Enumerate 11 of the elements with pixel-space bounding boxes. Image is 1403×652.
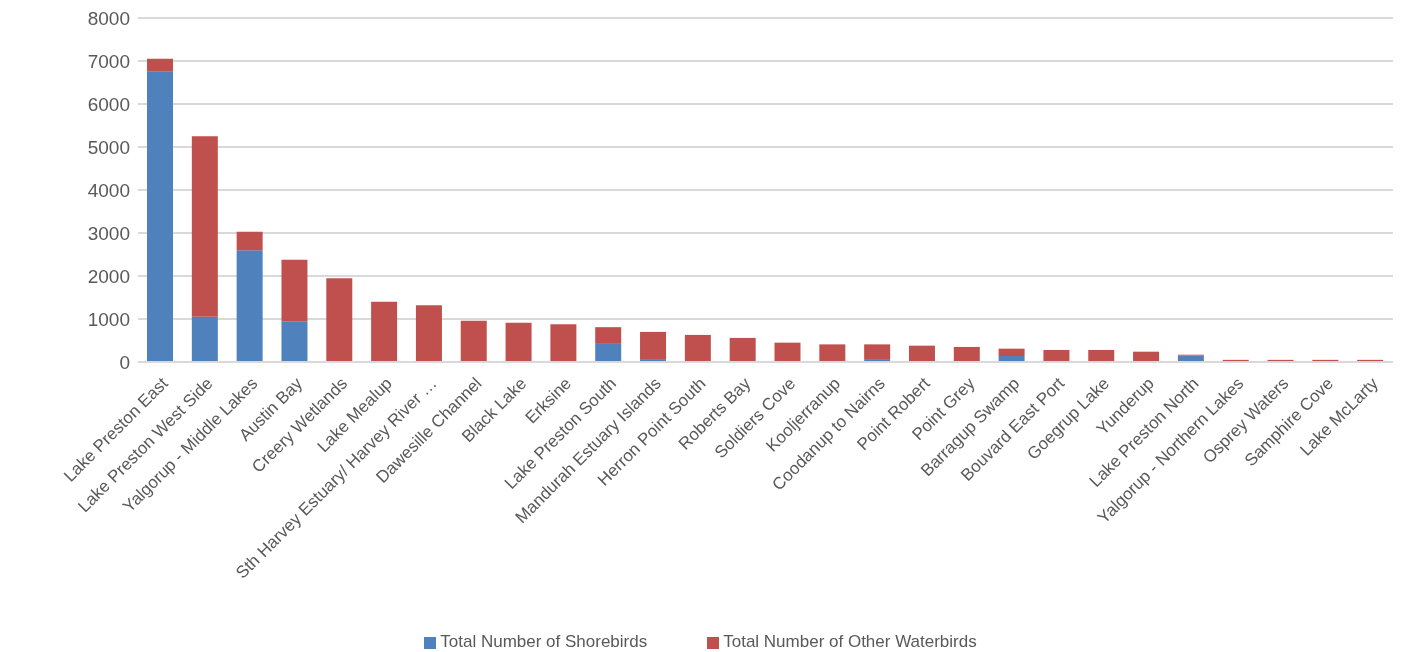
- y-tick-label: 1000: [87, 308, 130, 330]
- y-tick-label: 8000: [87, 7, 130, 29]
- y-tick-label: 0: [119, 351, 130, 373]
- legend-label: Total Number of Other Waterbirds: [723, 632, 977, 651]
- y-tick-label: 3000: [87, 222, 130, 244]
- legend-label: Total Number of Shorebirds: [440, 632, 648, 651]
- y-tick-label: 5000: [87, 136, 130, 158]
- y-tick-label: 6000: [87, 93, 130, 115]
- y-tick-label: 7000: [87, 50, 130, 72]
- y-tick-label: 4000: [87, 179, 130, 201]
- y-tick-label: 2000: [87, 265, 130, 287]
